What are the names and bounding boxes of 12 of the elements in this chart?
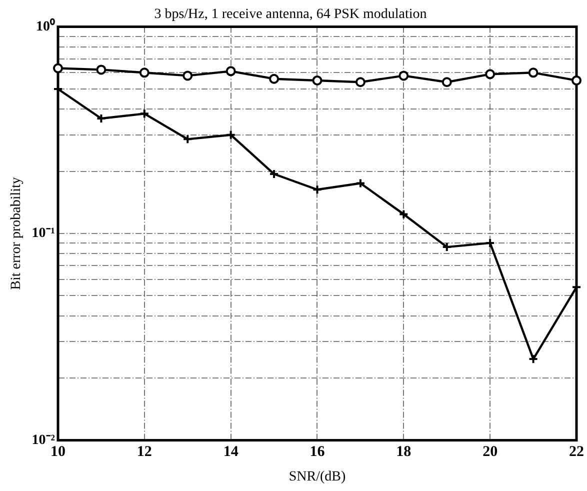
x-tick-label: 22 [569, 444, 584, 460]
x-tick-label: 18 [396, 444, 412, 460]
x-tick-label: 20 [482, 444, 498, 460]
x-axis-title: SNR/(dB) [288, 469, 346, 484]
x-tick-label: 10 [50, 444, 66, 460]
y-axis-title: Bit error probability [9, 177, 24, 290]
y-tick-label: 10⁰ [36, 17, 55, 34]
y-tick-label: 10⁻¹ [32, 226, 55, 242]
x-tick-label: 16 [310, 444, 326, 460]
x-tick-label: 14 [223, 444, 239, 460]
x-tick-label: 12 [136, 444, 152, 460]
chart-title: 3 bps/Hz, 1 receive antenna, 64 PSK modulation [154, 7, 427, 22]
